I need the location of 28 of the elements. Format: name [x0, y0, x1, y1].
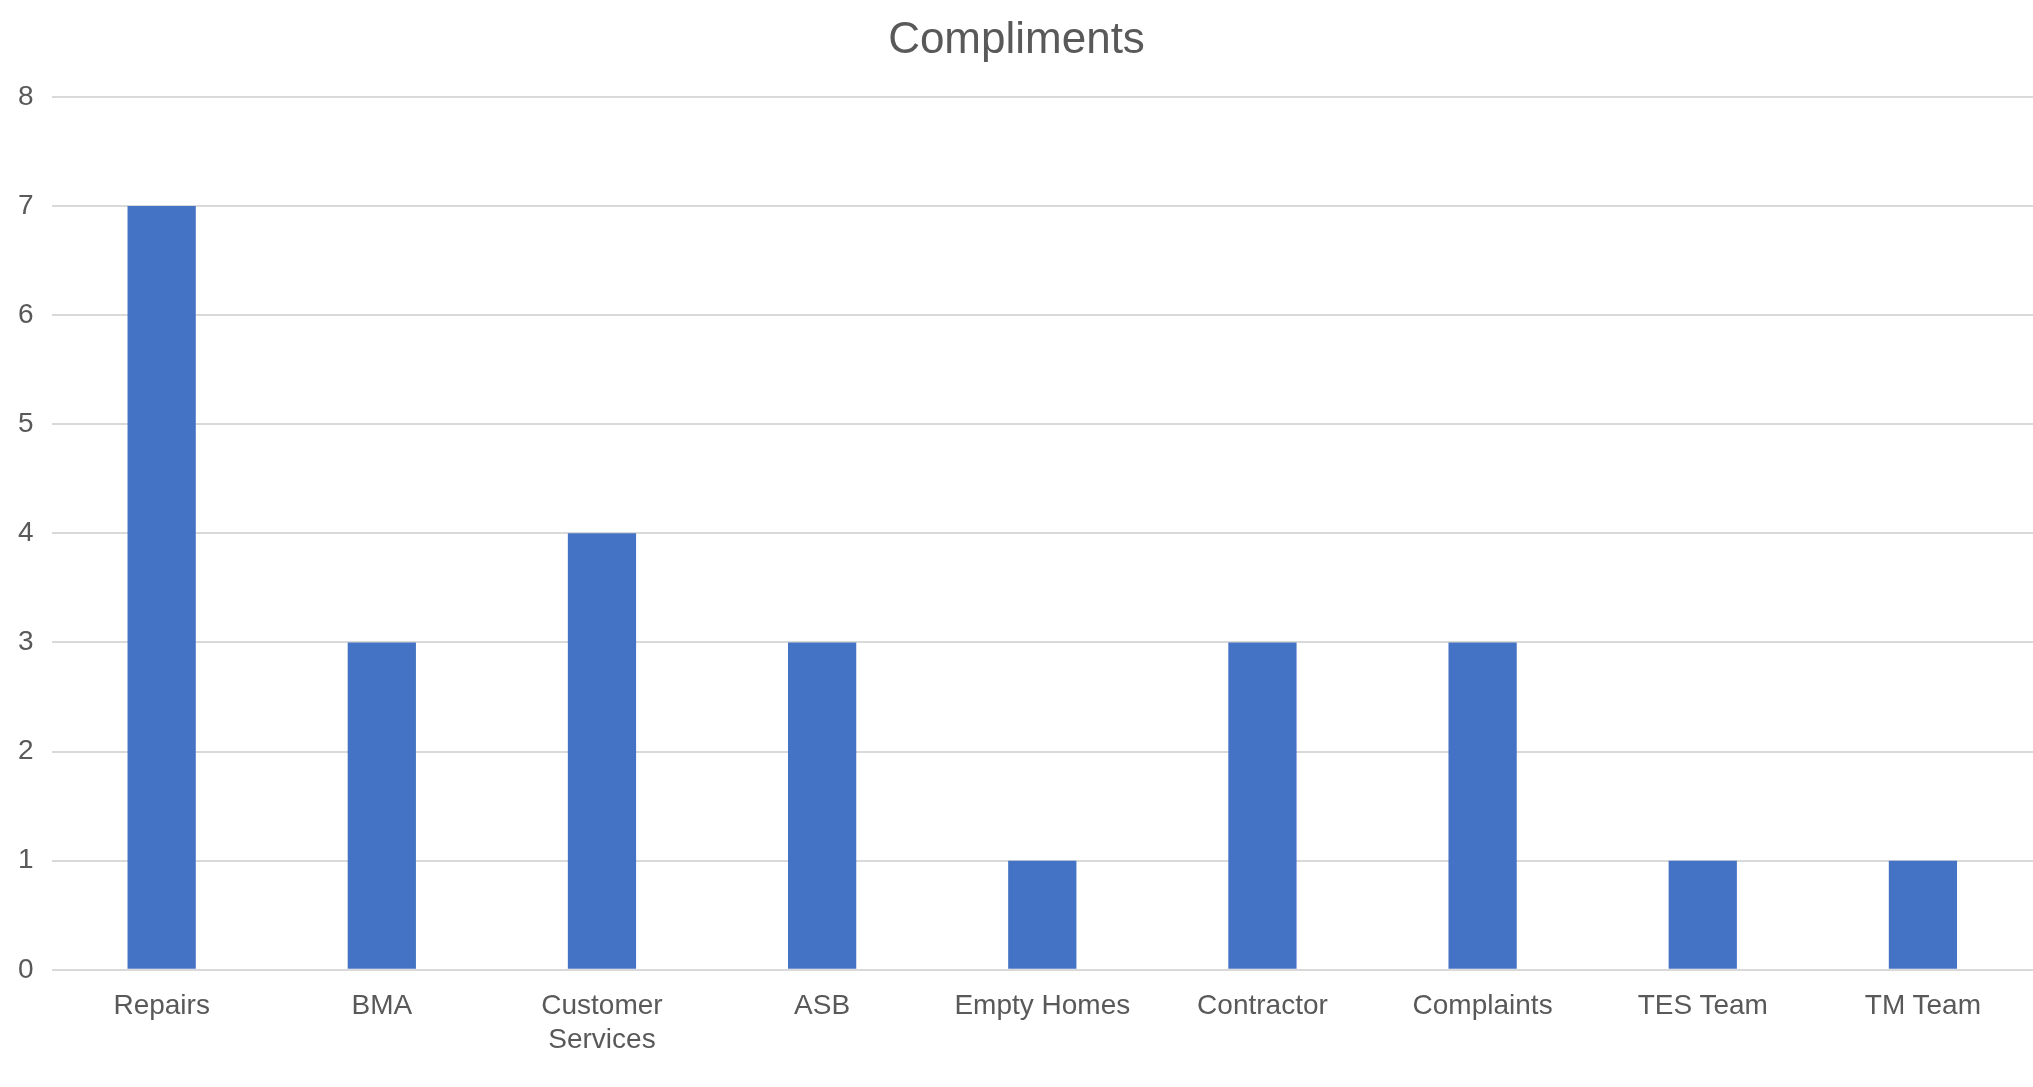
- x-tick-label: Empty Homes: [954, 989, 1131, 1021]
- y-tick-label: 5: [17, 406, 34, 438]
- bar: [1888, 860, 1958, 969]
- x-tick-label: TES Team: [1637, 989, 1768, 1021]
- y-tick-label: 3: [17, 625, 34, 657]
- x-tick-label: Contractor: [1197, 989, 1328, 1021]
- bar: [1228, 642, 1297, 969]
- x-tick-label: Repairs: [113, 989, 210, 1021]
- bar: [127, 205, 196, 969]
- y-tick-label: 6: [17, 297, 34, 329]
- bar: [788, 642, 857, 969]
- y-tick-label: 8: [17, 79, 34, 111]
- bar: [1008, 860, 1077, 969]
- x-tick-label: ASB: [794, 989, 851, 1021]
- y-tick-label: 0: [17, 952, 34, 984]
- x-tick-label: TM Team: [1864, 989, 1982, 1021]
- bar: [1668, 860, 1737, 969]
- y-tick-label: 1: [17, 843, 34, 875]
- chart-title: Compliments: [888, 12, 1145, 62]
- y-tick-label: 7: [17, 188, 34, 220]
- y-tick-label: 2: [17, 734, 34, 766]
- bar: [1448, 642, 1517, 969]
- x-tick-label: Complaints: [1412, 989, 1553, 1021]
- bar: [567, 533, 637, 969]
- y-tick-label: 4: [17, 516, 34, 548]
- x-tick-label: BMA: [351, 989, 413, 1021]
- x-tick-label: Customer Services: [541, 989, 663, 1054]
- bar: [347, 642, 416, 969]
